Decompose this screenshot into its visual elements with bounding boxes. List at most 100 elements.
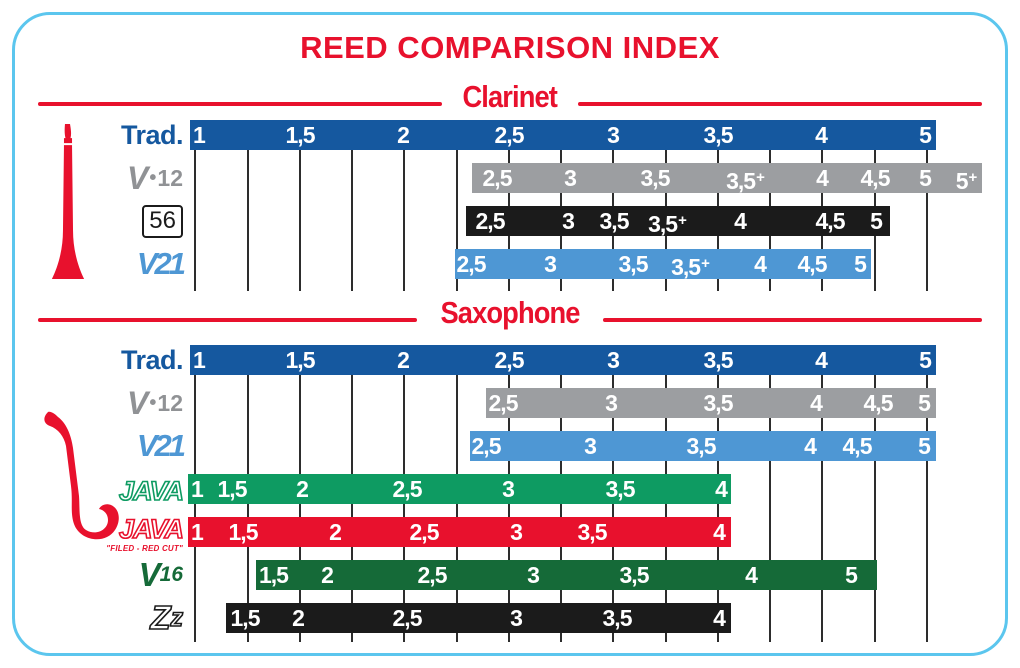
strength-mark: 4 <box>816 165 829 191</box>
strength-bar-java-red-cut: 1 1,5 2 2,5 3 3,5 4 <box>188 517 731 547</box>
header-rule <box>38 318 417 322</box>
strength-mark: 2 <box>321 562 334 588</box>
saxophone-illustration <box>44 411 119 540</box>
strength-mark: 2 <box>292 605 305 631</box>
strength-mark: 2,5 <box>494 347 525 373</box>
strength-mark: 4,5 <box>797 251 828 277</box>
strength-mark: 2,5 <box>471 433 502 459</box>
strength-mark: 4 <box>713 605 726 631</box>
strength-mark: 3 <box>502 476 515 502</box>
zz2: z <box>170 603 184 633</box>
strength-bar-java: 1 1,5 2 2,5 3 3,5 4 <box>188 474 731 504</box>
strength-bar-v12: 2,5 3 3,5 3,5+ 4 4,5 5 5+ <box>472 163 982 194</box>
strength-mark: 5 <box>870 208 883 234</box>
v12-logo: V • 12 <box>0 385 183 421</box>
trad-text: Trad. <box>120 119 184 150</box>
strength-mark: 2 <box>296 476 309 502</box>
grid-line <box>194 135 196 291</box>
header-rule <box>38 102 443 106</box>
grid-line <box>247 135 249 291</box>
v16-logo: V 16 <box>0 556 183 593</box>
strength-mark: 5 <box>918 390 931 416</box>
plus-superscript: + <box>678 212 687 229</box>
trad-text: Trad. <box>120 344 184 375</box>
strength-mark: 1,5 <box>259 562 289 588</box>
strength-mark: 3,5 <box>577 519 608 545</box>
strength-mark: 3,5 <box>640 165 671 191</box>
trad-logo: Trad. <box>0 119 184 150</box>
strength-mark: 2 <box>329 519 342 545</box>
v16n: 16 <box>159 563 183 586</box>
strength-mark: 5+ <box>955 168 978 194</box>
strength-mark: 1 <box>191 519 204 545</box>
strength-mark: 3,5 <box>686 433 717 459</box>
page-title: REED COMPARISON INDEX <box>300 30 720 65</box>
strength-mark: 5 <box>919 165 932 191</box>
header-rule <box>577 102 983 106</box>
grid-line <box>926 360 928 642</box>
grid-line <box>821 360 823 642</box>
strength-mark: 3,5 <box>599 208 630 234</box>
strength-mark: 4 <box>734 208 747 234</box>
strength-mark: 3 <box>510 605 523 631</box>
v12n: 12 <box>157 164 183 191</box>
strength-mark: 3,5 <box>703 122 734 148</box>
clarinet-illustration <box>51 124 85 279</box>
grid-line <box>299 135 301 291</box>
strength-mark: 3,5+ <box>671 254 710 280</box>
strength-mark: 1 <box>191 476 204 502</box>
strength-mark: 3 <box>562 208 575 234</box>
v21-text: V21 <box>136 428 186 463</box>
strength-mark: 3,5 <box>602 605 633 631</box>
strength-mark: 3 <box>564 165 577 191</box>
strength-mark: 3 <box>605 390 618 416</box>
strength-bar-zz: 1,5 2 2,5 3 3,5 4 <box>226 603 731 633</box>
strength-mark: 1,5 <box>285 347 316 373</box>
java-caption: "FILED - RED CUT" <box>106 543 183 553</box>
trad-logo: Trad. <box>0 344 184 375</box>
strength-mark: 1,5 <box>228 519 259 545</box>
strength-mark: 2,5 <box>417 562 448 588</box>
strength-mark: 5 <box>918 433 931 459</box>
strength-mark: 3 <box>607 347 620 373</box>
v21-logo: V21 <box>0 246 186 281</box>
section-header-saxophone: Saxophone <box>38 294 982 328</box>
strength-mark: 4 <box>815 122 828 148</box>
java-word: JAVA <box>118 475 185 506</box>
strength-mark: 5 <box>919 347 932 373</box>
grid-line <box>456 135 458 291</box>
strength-mark: 3 <box>544 251 557 277</box>
java-red-cut-logo: JAVA "FILED - RED CUT" <box>0 514 185 553</box>
strength-bar-56: 2,5 3 3,5 3,5+ 4 4,5 5 <box>466 206 890 237</box>
strength-mark: 3 <box>607 122 620 148</box>
strength-bar-v12: 2,5 3 3,5 4 4,5 5 <box>486 388 936 418</box>
strength-mark: 4 <box>804 433 817 459</box>
v12n: 12 <box>157 389 183 416</box>
v12v: V <box>127 159 148 196</box>
v12d: • <box>149 391 157 414</box>
strength-mark: 1,5 <box>217 476 248 502</box>
section-header-clarinet: Clarinet <box>38 78 983 112</box>
strength-mark: 3,5 <box>618 251 649 277</box>
strength-mark: 4 <box>745 562 758 588</box>
v21-logo: V21 <box>0 428 186 463</box>
strength-mark: 2,5 <box>475 208 506 234</box>
strength-mark: 5 <box>854 251 867 277</box>
strength-mark: 2,5 <box>482 165 513 191</box>
strength-mark: 4 <box>815 347 828 373</box>
box56: 56 <box>142 204 183 238</box>
strength-bar-v21: 2,5 3 3,5 3,5+ 4 4,5 5 <box>455 249 871 280</box>
v12-logo: V • 12 <box>0 160 183 196</box>
strength-mark: 2,5 <box>409 519 440 545</box>
plus-superscript: + <box>701 255 710 272</box>
strength-mark: 2,5 <box>392 605 423 631</box>
strength-mark: 2,5 <box>392 476 423 502</box>
strength-mark: 1 <box>193 122 206 148</box>
strength-bar-v21: 2,5 3 3,5 4 4,5 5 <box>470 431 936 461</box>
strength-mark: 5 <box>919 122 932 148</box>
strength-mark: 4 <box>715 476 728 502</box>
strength-mark: 3,5+ <box>726 168 765 194</box>
strength-mark: 2 <box>397 122 410 148</box>
strength-mark: 4,5 <box>860 165 891 191</box>
